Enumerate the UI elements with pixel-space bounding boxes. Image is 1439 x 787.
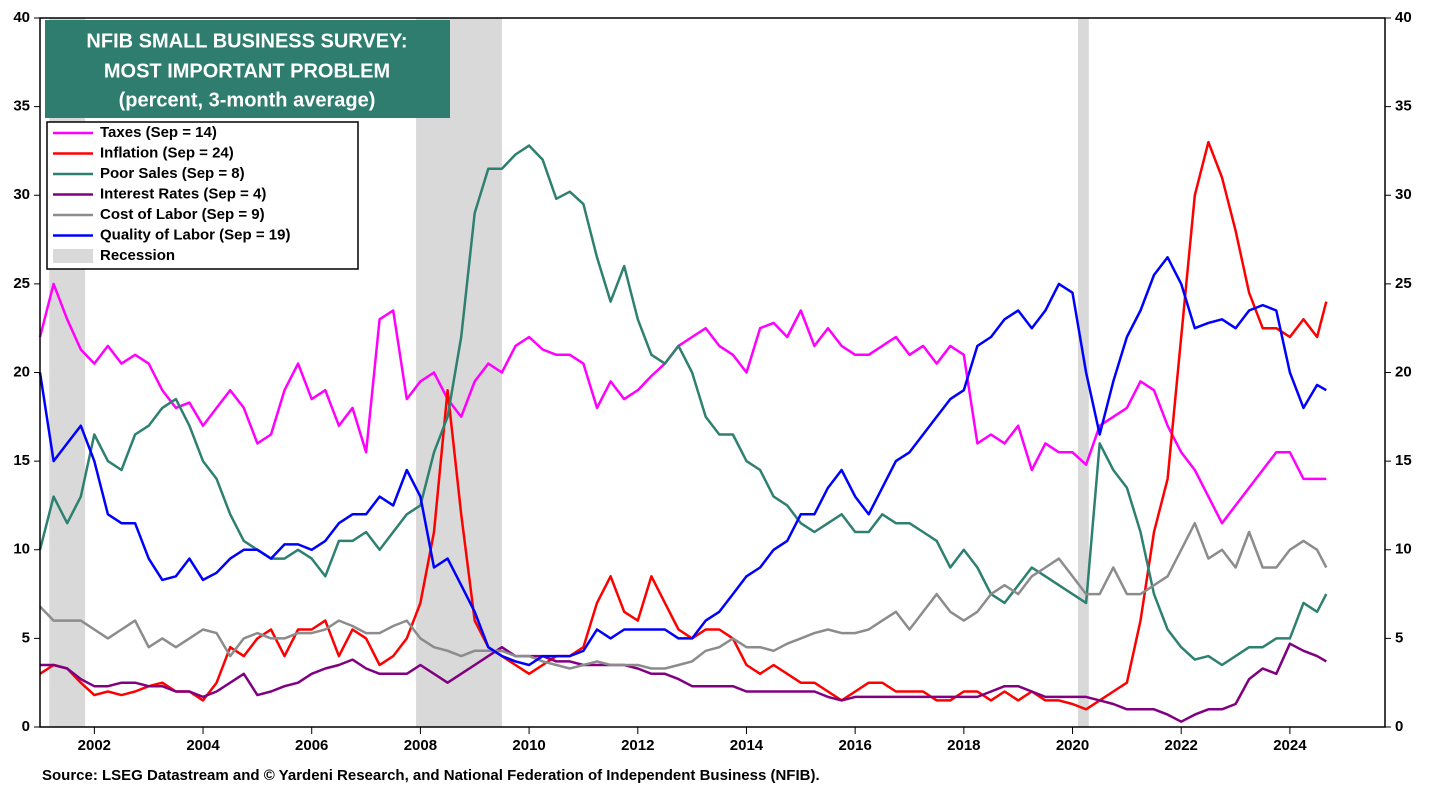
legend-label: Taxes (Sep = 14) — [100, 124, 217, 141]
x-tick-label: 2018 — [947, 737, 980, 754]
series-line — [38, 144, 1328, 667]
x-tick-label: 2020 — [1056, 737, 1089, 754]
x-tick-label: 2002 — [78, 737, 111, 754]
legend-label: Recession — [100, 247, 175, 264]
legend-label: Inflation (Sep = 24) — [100, 144, 234, 161]
y2-tick-label: 20 — [1395, 363, 1412, 380]
chart-title: (percent, 3-month average) — [119, 89, 376, 111]
recession-band — [1077, 18, 1089, 727]
legend-label: Interest Rates (Sep = 4) — [100, 185, 266, 202]
y2-tick-label: 0 — [1395, 718, 1403, 735]
y2-tick-label: 30 — [1395, 186, 1412, 203]
legend-entries: Taxes (Sep = 14) Inflation (Sep = 24) Poor… — [53, 124, 290, 264]
series-lines — [38, 140, 1328, 723]
series-line — [39, 521, 1328, 670]
source-note: Source: LSEG Datastream and © Yardeni Re… — [42, 767, 820, 784]
title-box — [45, 20, 450, 118]
x-tick-label: 2016 — [838, 737, 871, 754]
y-tick-label: 15 — [13, 452, 30, 469]
legend — [46, 121, 359, 270]
legend-label: Cost of Labor (Sep = 9) — [100, 206, 265, 223]
y-tick-label: 35 — [13, 98, 30, 115]
y-tick-label: 30 — [13, 186, 30, 203]
legend-label: Quality of Labor (Sep = 19) — [100, 226, 290, 243]
x-tick-label: 2010 — [512, 737, 545, 754]
x-tick-label: 2024 — [1273, 737, 1307, 754]
y-tick-label: 0 — [22, 718, 30, 735]
y2-tick-label: 10 — [1395, 541, 1412, 558]
series-line — [40, 642, 1327, 723]
y2-tick-label: 35 — [1395, 98, 1412, 115]
chart-title: MOST IMPORTANT PROBLEM — [104, 60, 390, 82]
y2-tick-label: 15 — [1395, 452, 1412, 469]
y-tick-label: 25 — [13, 275, 30, 292]
y2-tick-label: 5 — [1395, 629, 1403, 646]
series-line — [38, 282, 1327, 525]
legend-swatch — [53, 249, 93, 263]
x-tick-label: 2012 — [621, 737, 654, 754]
x-tick-label: 2014 — [730, 737, 764, 754]
legend-label: Poor Sales (Sep = 8) — [100, 165, 245, 182]
series-line — [39, 140, 1328, 711]
y-tick-label: 40 — [13, 9, 30, 26]
x-tick-label: 2022 — [1165, 737, 1198, 754]
y2-tick-label: 25 — [1395, 275, 1412, 292]
x-tick-label: 2006 — [295, 737, 328, 754]
y-tick-label: 20 — [13, 363, 30, 380]
y-tick-label: 10 — [13, 541, 30, 558]
series-line — [38, 256, 1327, 667]
y-tick-label: 5 — [22, 629, 30, 646]
x-tick-label: 2004 — [186, 737, 220, 754]
y2-tick-label: 40 — [1395, 9, 1412, 26]
x-tick-label: 2008 — [404, 737, 437, 754]
chart-title: NFIB SMALL BUSINESS SURVEY: — [86, 30, 407, 52]
recession-band — [416, 18, 502, 727]
